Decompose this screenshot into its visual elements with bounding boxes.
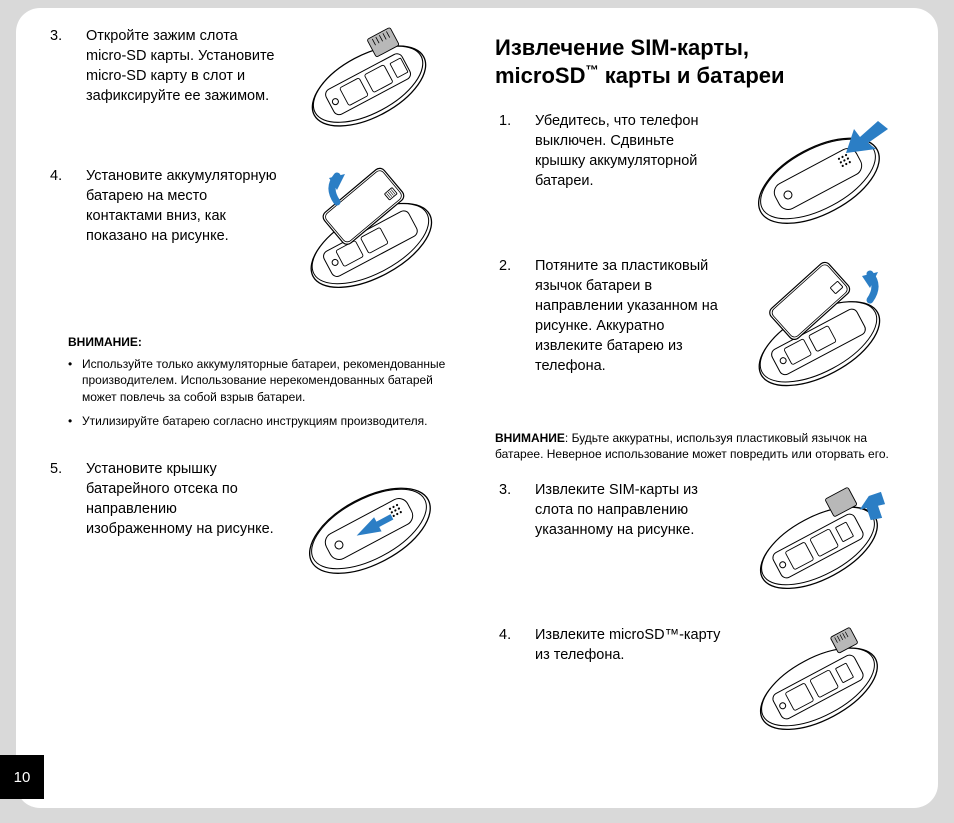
right-column: Извлечение SIM-карты, microSD™ карты и б… [487, 26, 908, 790]
step-text: 3.Откройте зажим слота micro-SD карты. У… [46, 26, 279, 106]
phone-close-cover-icon [279, 459, 459, 599]
manual-page: 3.Откройте зажим слота micro-SD карты. У… [16, 8, 938, 808]
warning-item: Используйте только аккумуляторные батаре… [68, 356, 459, 405]
warning-block: ВНИМАНИЕ: Используйте только аккумулятор… [68, 334, 459, 437]
step-number: 1. [517, 111, 535, 131]
trademark-icon: ™ [585, 62, 598, 77]
step-number: 3. [517, 480, 535, 500]
phone-remove-microsd-icon [728, 625, 908, 745]
step-number: 4. [517, 625, 535, 645]
step-body: Откройте зажим слота micro-SD карты. Уст… [86, 28, 275, 104]
step-body: Установите аккумуляторную батарею на мес… [86, 168, 277, 244]
phone-open-sd-icon [284, 26, 454, 146]
step-text: 2.Потяните за пластиковый язычок батареи… [495, 256, 728, 376]
phone-remove-battery-icon [728, 256, 908, 406]
step-r3: 3.Извлеките SIM-карты из слота по направ… [495, 480, 908, 605]
title-line1: Извлечение SIM-карты, [495, 35, 749, 60]
step-illustration [728, 480, 908, 605]
step-body: Извлеките microSD™-карту из телефона. [535, 627, 720, 663]
step-r1: 1.Убедитесь, что телефон выключен. Сдвин… [495, 111, 908, 236]
step-r4: 4.Извлеките microSD™-карту из телефона. [495, 625, 908, 745]
step-number: 4. [68, 166, 86, 186]
phone-slide-cover-icon [728, 111, 908, 236]
step-body: Потяните за пластиковый язычок батареи в… [535, 258, 718, 374]
page-number-text: 10 [14, 769, 31, 786]
warning-list: Используйте только аккумуляторные батаре… [68, 356, 459, 429]
step-illustration [279, 166, 459, 306]
step-text: 3.Извлеките SIM-карты из слота по направ… [495, 480, 728, 540]
step-r2: 2.Потяните за пластиковый язычок батареи… [495, 256, 908, 406]
step-text: 4.Извлеките microSD™-карту из телефона. [495, 625, 728, 665]
step-illustration [728, 256, 908, 406]
warning-item: Утилизируйте батарею согласно инструкция… [68, 413, 459, 429]
step-number: 2. [517, 256, 535, 276]
step-illustration [279, 26, 459, 146]
step-number: 3. [68, 26, 86, 46]
title-line2a: microSD [495, 63, 585, 88]
page-number: 10 [0, 755, 44, 799]
section-title: Извлечение SIM-карты, microSD™ карты и б… [495, 34, 908, 89]
phone-insert-battery-icon [279, 166, 459, 306]
step-body: Убедитесь, что телефон выключен. Сдвиньт… [535, 113, 698, 189]
title-line2b: карты и батареи [599, 63, 785, 88]
step-body: Установите крышку батарейного отсека по … [86, 461, 274, 537]
inline-warning-label: ВНИМАНИЕ [495, 431, 565, 445]
step-3: 3.Откройте зажим слота micro-SD карты. У… [46, 26, 459, 146]
inline-warning: ВНИМАНИЕ: Будьте аккуратны, используя пл… [495, 430, 908, 462]
phone-remove-sim-icon [728, 480, 908, 605]
step-illustration [279, 459, 459, 599]
step-illustration [728, 111, 908, 236]
step-4: 4.Установите аккумуляторную батарею на м… [46, 166, 459, 306]
step-text: 1.Убедитесь, что телефон выключен. Сдвин… [495, 111, 728, 191]
step-illustration [728, 625, 908, 745]
step-5: 5.Установите крышку батарейного отсека п… [46, 459, 459, 599]
left-column: 3.Откройте зажим слота micro-SD карты. У… [46, 26, 467, 790]
step-number: 5. [68, 459, 86, 479]
step-text: 4.Установите аккумуляторную батарею на м… [46, 166, 279, 246]
step-text: 5.Установите крышку батарейного отсека п… [46, 459, 279, 539]
step-body: Извлеките SIM-карты из слота по направле… [535, 482, 698, 538]
warning-label: ВНИМАНИЕ: [68, 334, 459, 350]
